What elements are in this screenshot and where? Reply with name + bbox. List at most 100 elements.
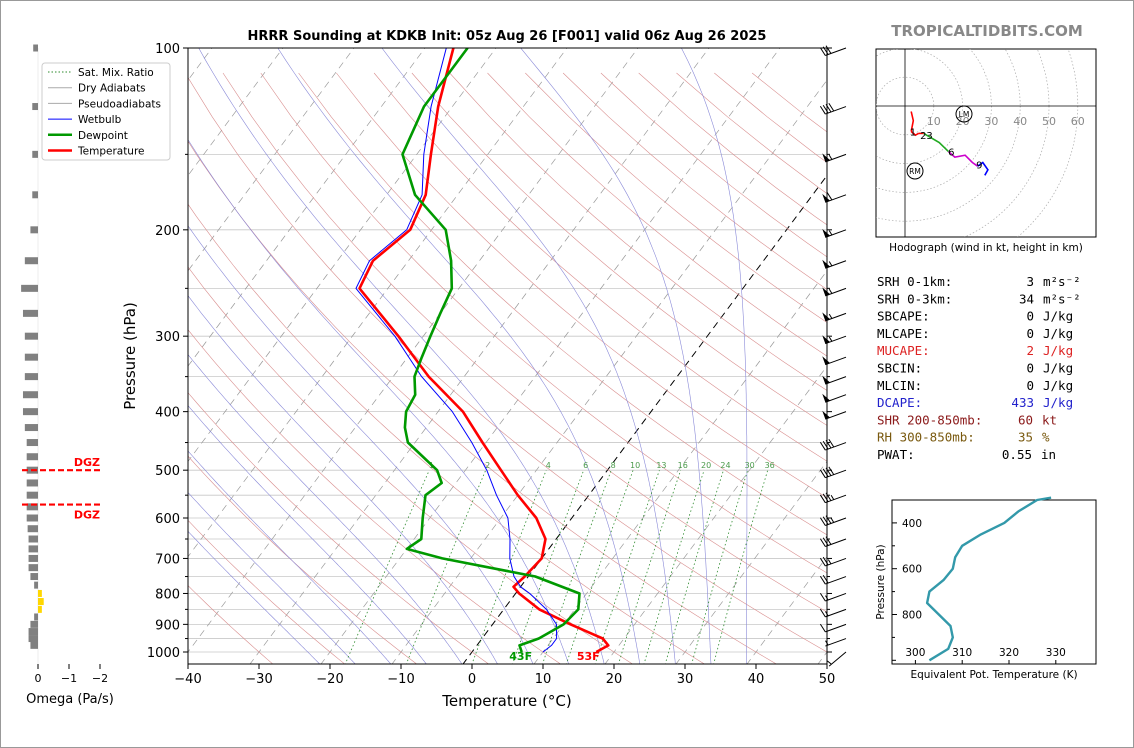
wind-barb-flag	[822, 312, 831, 321]
hodograph-ring-label: 10	[927, 115, 941, 128]
wind-barb-staff	[825, 287, 847, 297]
wind-barb-staff	[825, 623, 847, 633]
hodograph-trace	[977, 161, 989, 176]
wind-barb	[819, 623, 847, 633]
omega-bar	[28, 554, 38, 562]
wind-barb-staff	[825, 229, 847, 238]
profile-wetbulb	[355, 48, 558, 653]
omega-panel: 0 −1 −2 DGZ DGZ	[21, 44, 108, 685]
theta-e-x-tick-label: 310	[952, 647, 972, 659]
mixing-ratio-label: 4	[546, 461, 551, 470]
wind-barb-staff	[825, 106, 847, 115]
isotherm-line	[462, 174, 827, 664]
index-value: 2	[1026, 343, 1034, 358]
wind-barb	[822, 375, 847, 385]
x-tick-label: −40	[174, 672, 201, 687]
wind-barb-flag	[822, 375, 831, 385]
theta-e-y-tick-label: 600	[902, 564, 922, 576]
wind-barb-half	[830, 517, 835, 523]
wind-barb-full	[828, 438, 835, 448]
wind-barb	[822, 312, 847, 322]
wind-barb-staff	[825, 47, 847, 56]
index-unit: J/kg	[1043, 309, 1073, 324]
omega-bar	[34, 581, 38, 589]
wind-barb-staff	[825, 517, 847, 526]
x-tick-label: 10	[535, 672, 552, 687]
index-label: SRH 0-3km:	[877, 291, 952, 306]
wind-barb-flag	[822, 410, 831, 420]
wind-barb-full	[822, 493, 829, 502]
wind-barb-full	[819, 469, 826, 478]
wind-barb	[819, 536, 847, 547]
omega-bar	[26, 514, 38, 522]
x-tick-label: 50	[819, 672, 836, 687]
dry-adiabat-line	[188, 203, 705, 664]
x-tick-label: −20	[316, 672, 343, 687]
wind-barb	[822, 191, 847, 203]
storm-motion-marker	[906, 162, 924, 180]
y-tick-label: 200	[155, 224, 180, 239]
mixing-ratio-label: 13	[656, 461, 666, 470]
y-tick-label: 1000	[147, 646, 180, 661]
wind-barb-staff	[825, 608, 847, 618]
mixing-ratio-label: 24	[720, 461, 730, 470]
index-unit: J/kg	[1043, 326, 1073, 341]
mixing-ratio-label: 10	[630, 461, 640, 470]
index-value: 3	[1026, 274, 1034, 289]
y-tick-label: 500	[155, 464, 180, 479]
isotherm-line	[533, 270, 827, 664]
wind-barb-staff	[828, 651, 847, 667]
omega-bar	[30, 573, 38, 581]
wind-barb	[822, 259, 847, 269]
x-tick-label: 20	[606, 672, 623, 687]
omega-tick-label: 0	[35, 672, 42, 685]
moist-adiabat-line	[277, 48, 641, 664]
wind-barb-half	[827, 660, 832, 665]
wind-barb-full	[825, 103, 832, 113]
wind-barb-full	[825, 536, 832, 545]
wind-barb-full	[826, 191, 833, 201]
omega-bar	[26, 439, 38, 447]
theta-e-x-tick-label: 330	[1046, 647, 1066, 659]
omega-bar	[22, 408, 38, 416]
isotherm-line	[188, 48, 355, 272]
wind-barb-half	[830, 495, 835, 500]
dry-adiabat-line	[222, 72, 827, 613]
index-label: SRH 0-1km:	[877, 274, 952, 289]
wind-barb-staff	[825, 335, 847, 345]
omega-bar	[32, 191, 38, 199]
omega-bar	[28, 545, 38, 553]
mixing-ratio-label: 6	[583, 461, 588, 470]
storm-motion-marker	[955, 105, 973, 123]
hodograph-ring-label: 40	[1013, 115, 1027, 128]
dry-adiabat-line	[188, 329, 562, 664]
isotherm-line	[249, 48, 710, 664]
omega-bar	[24, 424, 38, 432]
legend-box	[41, 62, 171, 161]
y-tick-label: 400	[155, 406, 180, 421]
wind-barb-full	[819, 623, 826, 633]
mixing-ratio-line	[512, 470, 585, 664]
index-label: SHR 200-850mb:	[877, 412, 982, 427]
y-tick-label: 300	[155, 330, 180, 345]
skewt-axes: −40 −30 −20 −10 0 10 20 30 40 50 100 200 300 400 500 60…	[147, 42, 835, 687]
omega-bar	[21, 284, 38, 292]
wind-barb-full	[819, 47, 826, 56]
moist-adiabat-line	[188, 405, 427, 664]
moist-adiabat-line	[381, 48, 676, 664]
hodograph-height-label: 9	[976, 160, 982, 171]
hodograph-frame	[875, 48, 1097, 238]
x-tick-label: 30	[677, 672, 694, 687]
index-value: 0.55	[1002, 447, 1032, 462]
index-label: MUCAPE:	[877, 343, 930, 358]
wind-barb-full	[822, 104, 829, 114]
wind-barb-full	[819, 608, 826, 618]
wind-barb-full	[819, 557, 826, 567]
index-value: 60	[1018, 412, 1033, 427]
wind-barb-staff	[825, 592, 847, 602]
mixing-ratio-label: 36	[765, 461, 775, 470]
theta-e-profile	[925, 496, 1052, 662]
isotherm-line	[188, 48, 426, 367]
y-tick-label: 100	[155, 42, 180, 57]
omega-bar	[28, 535, 38, 543]
